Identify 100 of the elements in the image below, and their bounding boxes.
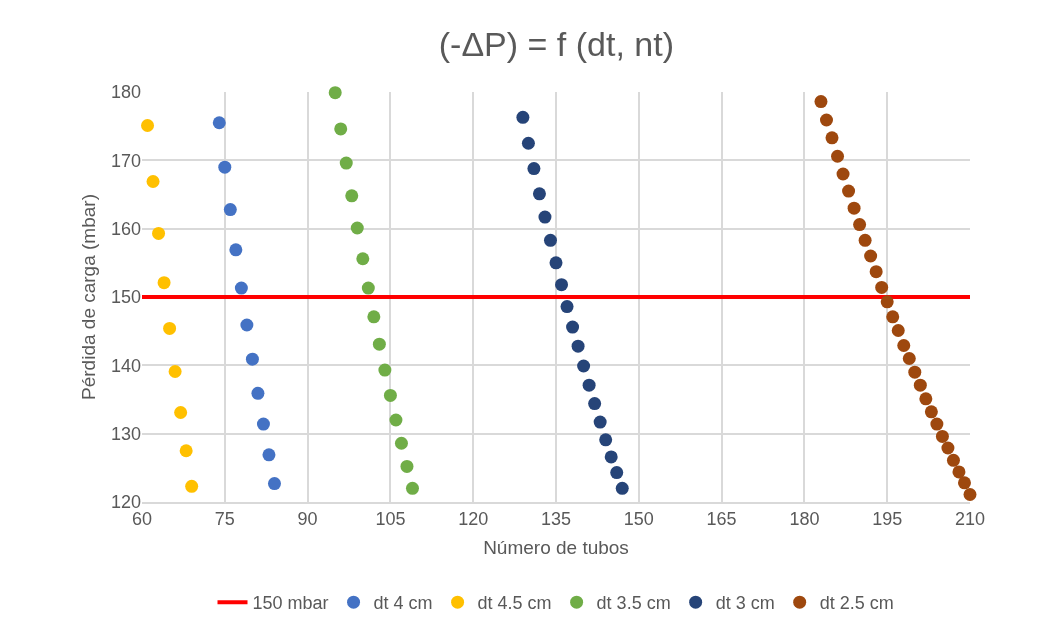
point [957, 476, 971, 490]
point [924, 405, 938, 419]
point [218, 160, 232, 174]
point [941, 441, 955, 455]
point [842, 184, 856, 198]
point [886, 310, 900, 324]
point [952, 465, 966, 479]
point [935, 429, 949, 443]
legend-label: dt 4.5 cm [477, 593, 552, 614]
point [538, 210, 552, 224]
point [588, 397, 602, 411]
point [146, 175, 160, 189]
point [908, 365, 922, 379]
point [328, 86, 342, 100]
point [400, 459, 414, 473]
point [819, 113, 833, 127]
y-tick-label: 140 [110, 355, 141, 376]
x-tick-label: 210 [954, 509, 986, 530]
point [350, 221, 364, 235]
point [405, 481, 419, 495]
point [560, 300, 574, 314]
point [251, 386, 265, 400]
point [963, 487, 977, 501]
y-axis-title: Pérdida de carga (mbar) [77, 194, 99, 400]
point [615, 481, 629, 495]
y-tick-label: 160 [110, 218, 141, 239]
point [527, 162, 541, 176]
point [516, 110, 530, 124]
x-tick-label: 135 [540, 509, 572, 530]
point [825, 131, 839, 145]
point [913, 378, 927, 392]
point [356, 252, 370, 266]
x-tick-label: 75 [214, 509, 235, 530]
point [185, 479, 199, 493]
point [234, 281, 248, 295]
point [897, 339, 911, 353]
point [610, 466, 624, 480]
point [174, 405, 188, 419]
point [383, 388, 397, 402]
point [532, 187, 546, 201]
point [163, 321, 177, 335]
point [577, 359, 591, 373]
point [891, 323, 905, 337]
legend-label: dt 3.5 cm [596, 593, 671, 614]
chart-title: (-ΔP) = f (dt, nt) [438, 25, 675, 64]
point [179, 444, 193, 458]
point [831, 149, 845, 163]
point [880, 295, 894, 309]
x-tick-label: 180 [789, 509, 820, 530]
point [853, 218, 867, 232]
y-tick-label: 170 [110, 150, 141, 171]
legend-label: 150 mbar [252, 593, 329, 614]
point [847, 201, 861, 215]
x-tick-label: 150 [623, 509, 654, 530]
point [875, 280, 889, 294]
point [334, 122, 348, 136]
point [946, 453, 960, 467]
point [345, 189, 359, 203]
point [361, 281, 375, 295]
point [267, 477, 281, 491]
point [555, 278, 569, 292]
x-axis-title: Número de tubos [483, 536, 629, 558]
legend-label: dt 3 cm [715, 593, 775, 614]
point [262, 448, 276, 462]
point [372, 337, 386, 351]
x-tick-label: 120 [458, 509, 489, 530]
point [245, 352, 259, 366]
y-tick-label: 130 [110, 423, 141, 444]
point [582, 378, 596, 392]
y-tick-label: 180 [110, 82, 141, 103]
point [814, 95, 828, 109]
x-tick-label: 90 [297, 509, 318, 530]
point [593, 415, 607, 429]
point [157, 276, 171, 290]
point [521, 136, 535, 150]
point [902, 352, 916, 365]
point [240, 318, 254, 332]
point [141, 118, 155, 132]
point [378, 363, 392, 377]
point [930, 417, 944, 431]
point [339, 156, 353, 170]
point [549, 256, 563, 270]
point [389, 413, 403, 427]
point [212, 116, 226, 130]
point [152, 226, 166, 240]
x-tick-label: 195 [872, 509, 903, 530]
point [394, 436, 408, 450]
point [864, 249, 878, 263]
point [367, 310, 381, 324]
point [223, 203, 237, 217]
point [566, 320, 580, 334]
y-tick-label: 150 [110, 287, 141, 308]
legend-label: dt 2.5 cm [819, 593, 894, 614]
x-tick-label: 105 [375, 509, 406, 530]
point [836, 167, 850, 181]
point [256, 417, 270, 431]
point [858, 233, 872, 247]
x-tick-label: 165 [706, 509, 737, 530]
point [599, 433, 613, 447]
point [604, 450, 618, 464]
